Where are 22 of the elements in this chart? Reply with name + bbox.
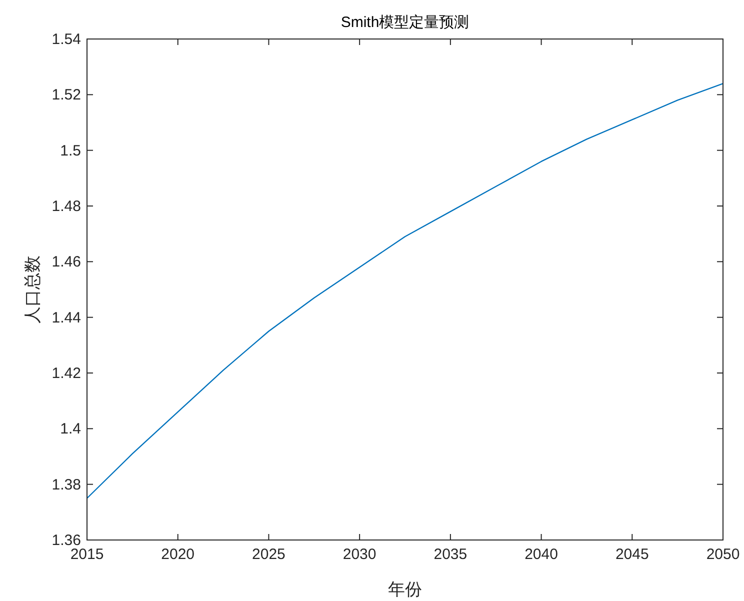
x-tick-label: 2050 [706, 546, 740, 563]
x-tick-label: 2030 [342, 546, 376, 563]
x-axis-title: 年份 [388, 580, 422, 600]
y-tick-label: 1.52 [52, 86, 81, 104]
x-tick-label: 2045 [615, 546, 649, 563]
x-tick-label: 2015 [70, 546, 104, 563]
y-tick-label: 1.42 [52, 365, 81, 382]
line-series [86, 82, 724, 499]
y-tick-label: 1.44 [52, 309, 81, 326]
y-tick-label: 1.5 [60, 142, 81, 160]
y-tick-label: 1.54 [52, 31, 81, 48]
y-tick-label: 1.46 [52, 254, 81, 271]
y-tick-label: 1.48 [52, 198, 81, 215]
chart-title: Smith模型定量预测 [340, 14, 470, 31]
y-tick-label: 1.4 [60, 420, 81, 438]
x-tick-label: 2025 [252, 546, 286, 563]
y-axis-title: 人口总数 [23, 256, 43, 324]
x-tick-label: 2040 [524, 546, 558, 563]
x-tick-label: 2035 [434, 546, 468, 563]
x-tick-label: 2020 [161, 546, 195, 563]
y-tick-label: 1.36 [52, 532, 81, 549]
y-tick-label: 1.38 [52, 476, 81, 494]
